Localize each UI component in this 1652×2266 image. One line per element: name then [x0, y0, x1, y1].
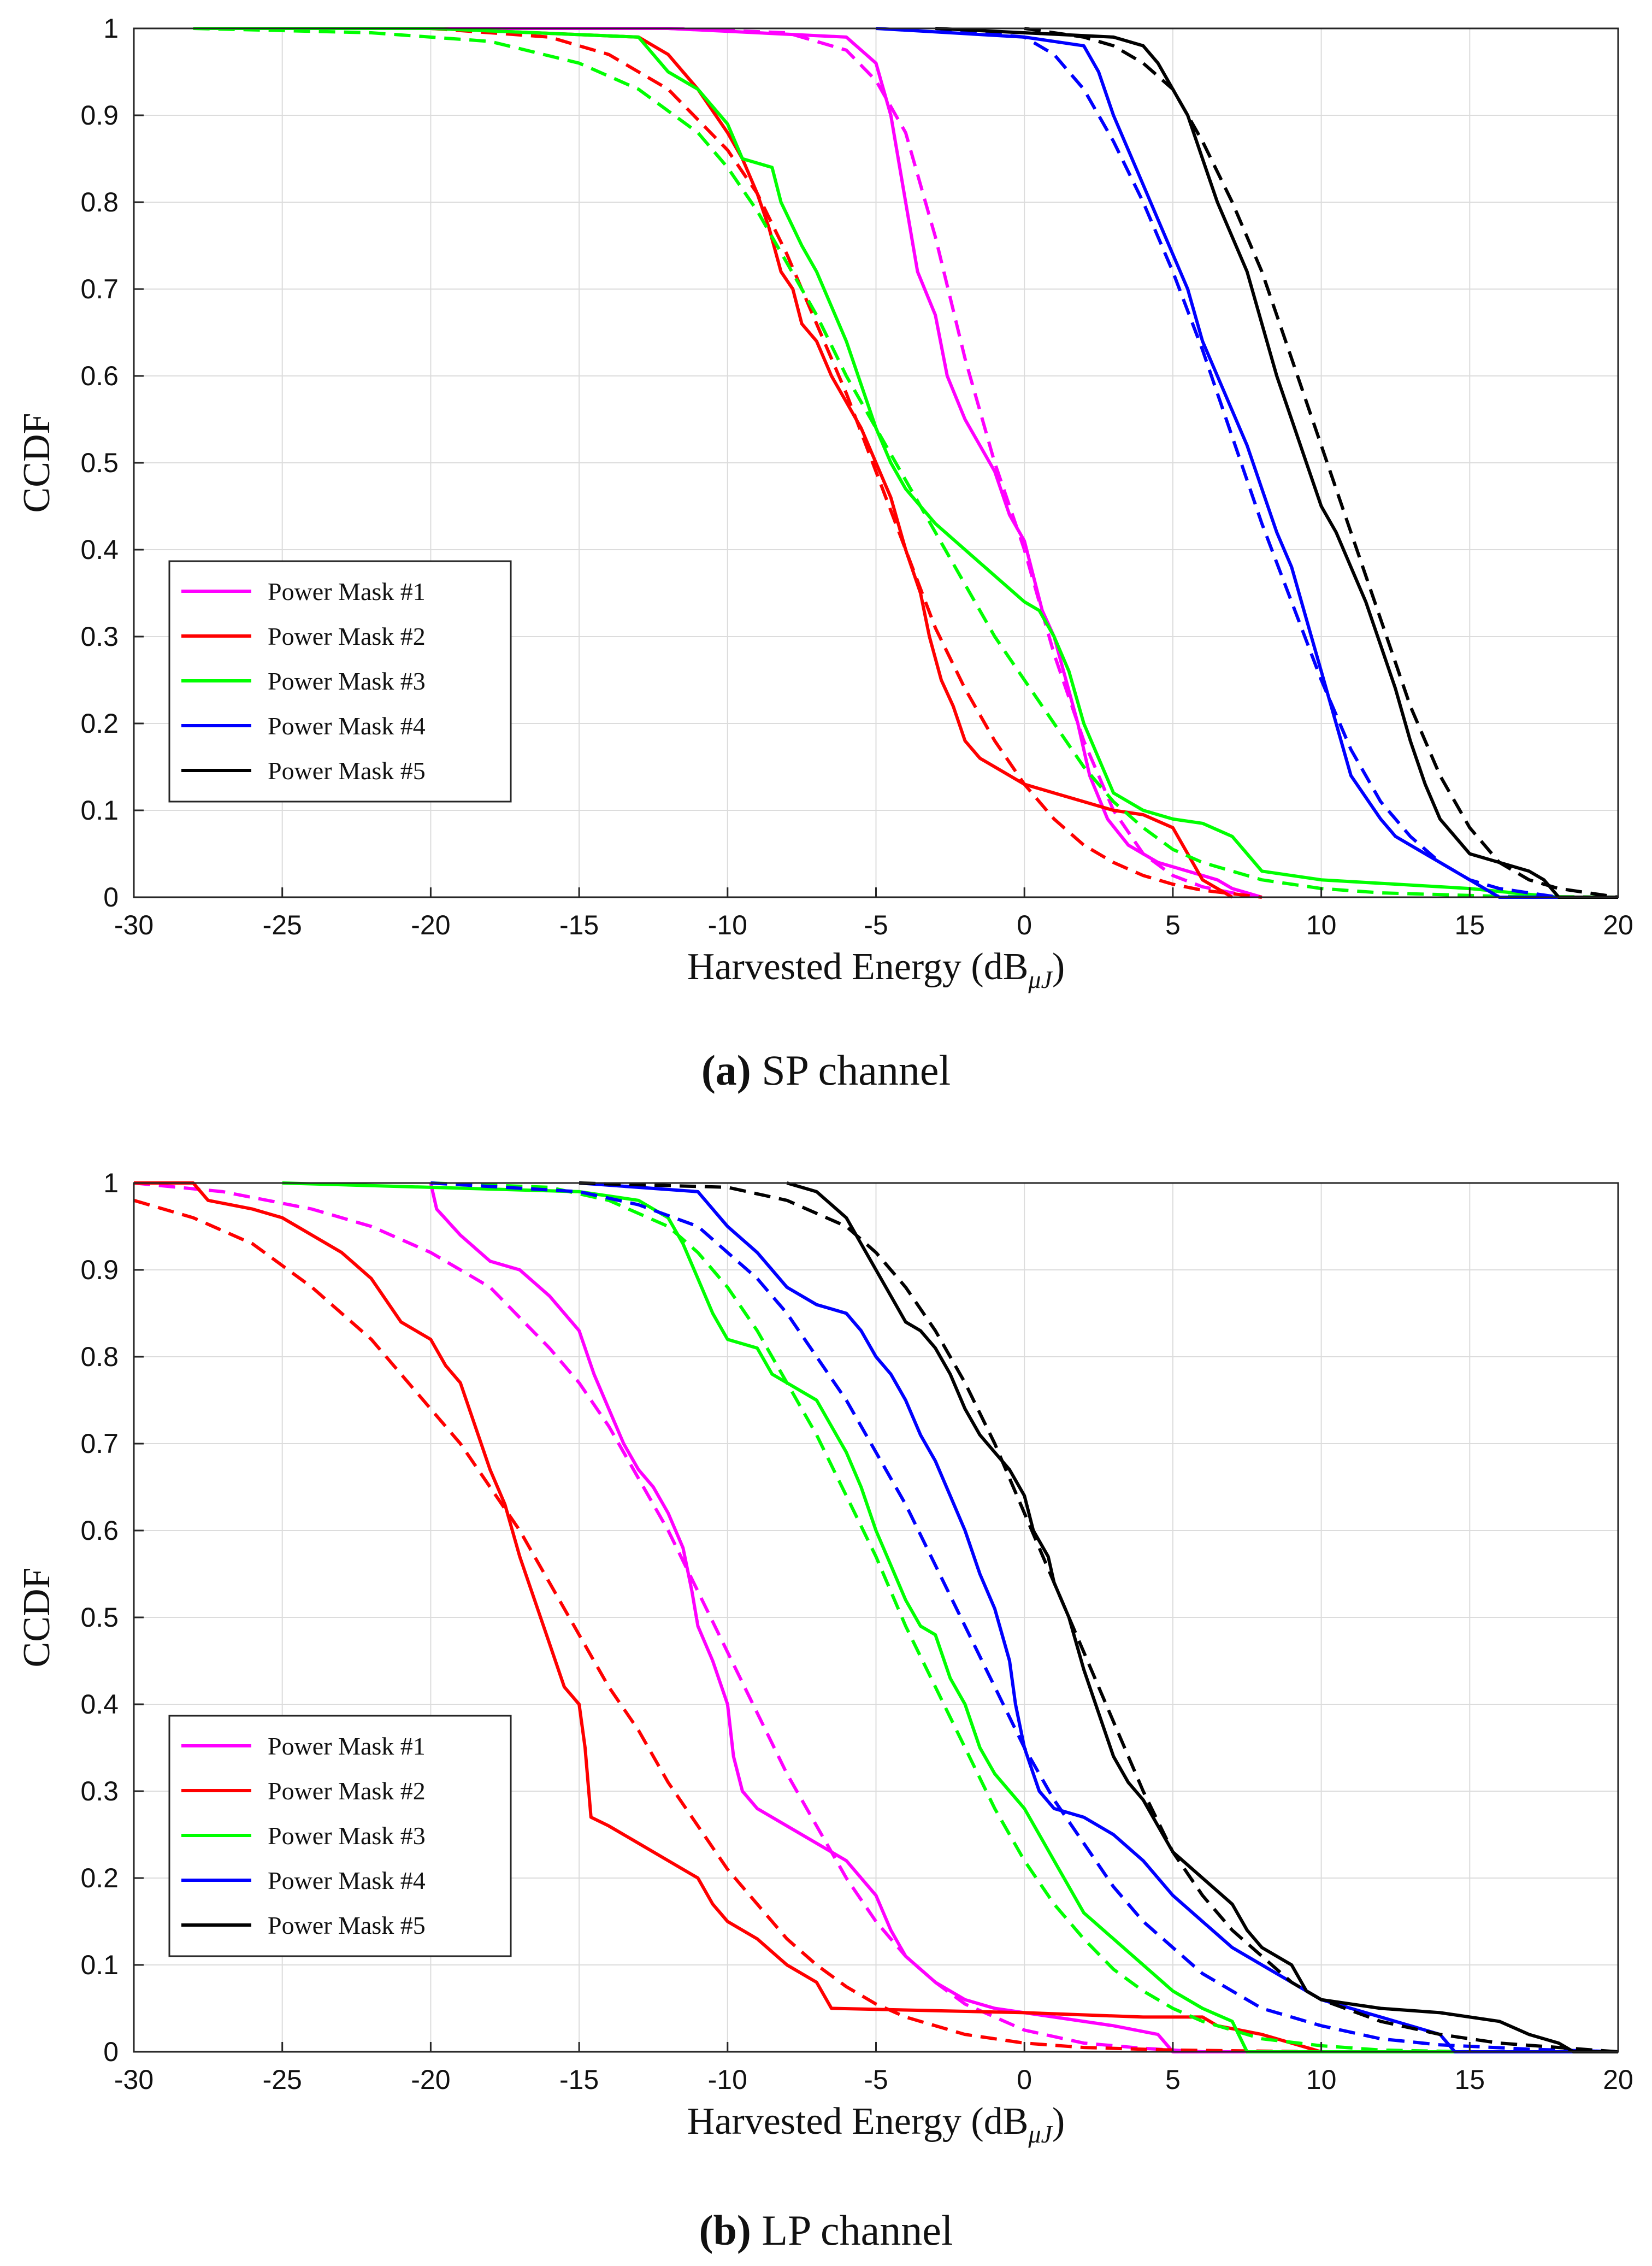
y-tick-label: 0.6 — [80, 1515, 119, 1546]
panel-caption-label: (b) — [699, 2206, 751, 2254]
legend-entry: Power Mask #1 — [268, 578, 426, 605]
y-tick-label: 1 — [103, 13, 119, 44]
x-tick-label: -20 — [411, 2064, 450, 2095]
panel-caption: (b) LP channel — [699, 2206, 953, 2254]
legend: Power Mask #1 Power Mask #2 Power Mask #3 P… — [168, 1715, 512, 1957]
x-axis-label-close: ) — [1052, 2100, 1065, 2143]
y-tick-label: 0.3 — [80, 621, 119, 652]
series-line-power-mask-4 — [876, 27, 1618, 899]
x-tick-label: 10 — [1306, 2064, 1337, 2095]
series-line-power-mask-3-fit-dashed — [430, 1181, 1618, 2053]
series-line-power-mask-3-fit-dashed — [193, 27, 1619, 899]
y-tick-label: 0.4 — [80, 534, 119, 565]
x-tick-label: -20 — [411, 910, 450, 940]
x-axis-label-main: Harvested Energy (dB — [687, 2100, 1029, 2143]
series-line-power-mask-1 — [429, 1182, 1618, 2053]
legend-entry: Power Mask #2 — [268, 622, 426, 650]
x-tick-label: 20 — [1603, 910, 1633, 940]
x-axis-label-close: ) — [1052, 946, 1065, 988]
y-tick-label: 0.4 — [80, 1689, 119, 1720]
series-line-power-mask-4 — [579, 1181, 1618, 2053]
y-tick-label: 0.7 — [80, 1428, 119, 1459]
panel-sp-channel: -30 -25 -20 -15 -10 -5 0 5 10 15 20 0 0.1 0.2 0.3 0.4 0.… — [16, 13, 1633, 1094]
x-tick-label: -30 — [114, 2064, 154, 2095]
panel-caption: (a) SP channel — [701, 1046, 951, 1094]
series-line-power-mask-3 — [193, 27, 1559, 899]
y-tick-label: 0.3 — [80, 1776, 119, 1806]
series-line-power-mask-2-fit-dashed — [133, 1198, 1618, 2053]
x-axis-label-subscript: μJ — [1028, 966, 1053, 993]
legend-entry: Power Mask #3 — [268, 1822, 426, 1850]
y-axis-label: CCDF — [16, 413, 58, 513]
y-tick-label: 0.9 — [80, 100, 119, 131]
y-tick-label: 0.7 — [80, 274, 119, 304]
y-axis-label: CCDF — [16, 1568, 58, 1668]
series-line-power-mask-1 — [430, 27, 1262, 899]
x-tick-label: -5 — [864, 910, 888, 940]
y-tick-label: 0.6 — [80, 361, 119, 391]
x-tick-label: 5 — [1165, 2064, 1181, 2095]
x-tick-label: -15 — [559, 910, 599, 940]
y-tick-label: 0.8 — [80, 1341, 119, 1372]
legend-entry: Power Mask #2 — [268, 1777, 426, 1805]
x-tick-label: 0 — [1017, 910, 1032, 940]
series-line-power-mask-5-fit-dashed — [1024, 27, 1619, 899]
x-tick-label: 20 — [1603, 2064, 1633, 2095]
legend-entry: Power Mask #5 — [268, 1911, 426, 1939]
x-tick-label: 15 — [1454, 2064, 1485, 2095]
y-tick-label: 0 — [103, 882, 119, 913]
y-tick-label: 0.1 — [80, 795, 119, 826]
y-tick-label: 0.8 — [80, 187, 119, 217]
y-tick-label: 0.2 — [80, 708, 119, 739]
x-tick-label: 10 — [1306, 910, 1337, 940]
x-axis-label-subscript: μJ — [1028, 2120, 1053, 2148]
x-tick-label: -25 — [263, 2064, 302, 2095]
y-tick-label: 0.9 — [80, 1255, 119, 1285]
y-tick-label: 0 — [103, 2037, 119, 2067]
series-group — [133, 1181, 1619, 2053]
panel-caption-text: LP channel — [751, 2206, 953, 2254]
y-tick-label: 0.2 — [80, 1863, 119, 1893]
x-tick-label: -10 — [708, 910, 747, 940]
y-tick-label: 0.5 — [80, 1602, 119, 1633]
panel-lp-channel: -30 -25 -20 -15 -10 -5 0 5 10 15 20 0 0.1 0.2 0.3 0.4 0.… — [16, 1168, 1633, 2254]
x-tick-label: -5 — [864, 2064, 888, 2095]
x-tick-label: -30 — [114, 910, 154, 940]
x-tick-label: -15 — [559, 2064, 599, 2095]
series-line-power-mask-5 — [786, 1181, 1618, 2053]
x-axis-label: Harvested Energy (dBμJ) — [687, 946, 1065, 993]
legend-entry: Power Mask #1 — [268, 1732, 426, 1760]
series-line-power-mask-2 — [134, 1181, 1618, 2053]
series-line-power-mask-4-fit-dashed — [430, 1181, 1619, 2053]
x-tick-label: -10 — [708, 2064, 747, 2095]
legend-entry: Power Mask #5 — [268, 757, 426, 785]
legend-entry: Power Mask #4 — [268, 1867, 426, 1894]
legend-entry: Power Mask #3 — [268, 667, 426, 695]
panel-caption-text: SP channel — [751, 1046, 951, 1094]
y-tick-label: 1 — [103, 1168, 119, 1198]
series-line-power-mask-5-fit-dashed — [579, 1181, 1619, 2053]
x-tick-label: 0 — [1017, 2064, 1032, 2095]
legend-entry: Power Mask #4 — [268, 712, 426, 740]
series-line-power-mask-1-fit-dashed — [668, 27, 1262, 899]
series-group — [193, 27, 1619, 899]
series-line-power-mask-1-fit-dashed — [133, 1181, 1618, 2053]
panel-caption-label: (a) — [701, 1046, 751, 1094]
legend: Power Mask #1 Power Mask #2 Power Mask #3 P… — [168, 560, 512, 803]
series-line-power-mask-2-fit-dashed — [430, 27, 1262, 899]
x-tick-label: 5 — [1165, 910, 1181, 940]
x-axis-label: Harvested Energy (dBμJ) — [687, 2100, 1065, 2148]
y-tick-label: 0.1 — [80, 1950, 119, 1980]
series-line-power-mask-4-fit-dashed — [935, 27, 1559, 899]
x-tick-label: -25 — [263, 910, 302, 940]
y-tick-label: 0.5 — [80, 448, 119, 478]
x-tick-label: 15 — [1454, 910, 1485, 940]
x-axis-label-main: Harvested Energy (dB — [687, 946, 1029, 988]
series-line-power-mask-3 — [282, 1181, 1618, 2053]
